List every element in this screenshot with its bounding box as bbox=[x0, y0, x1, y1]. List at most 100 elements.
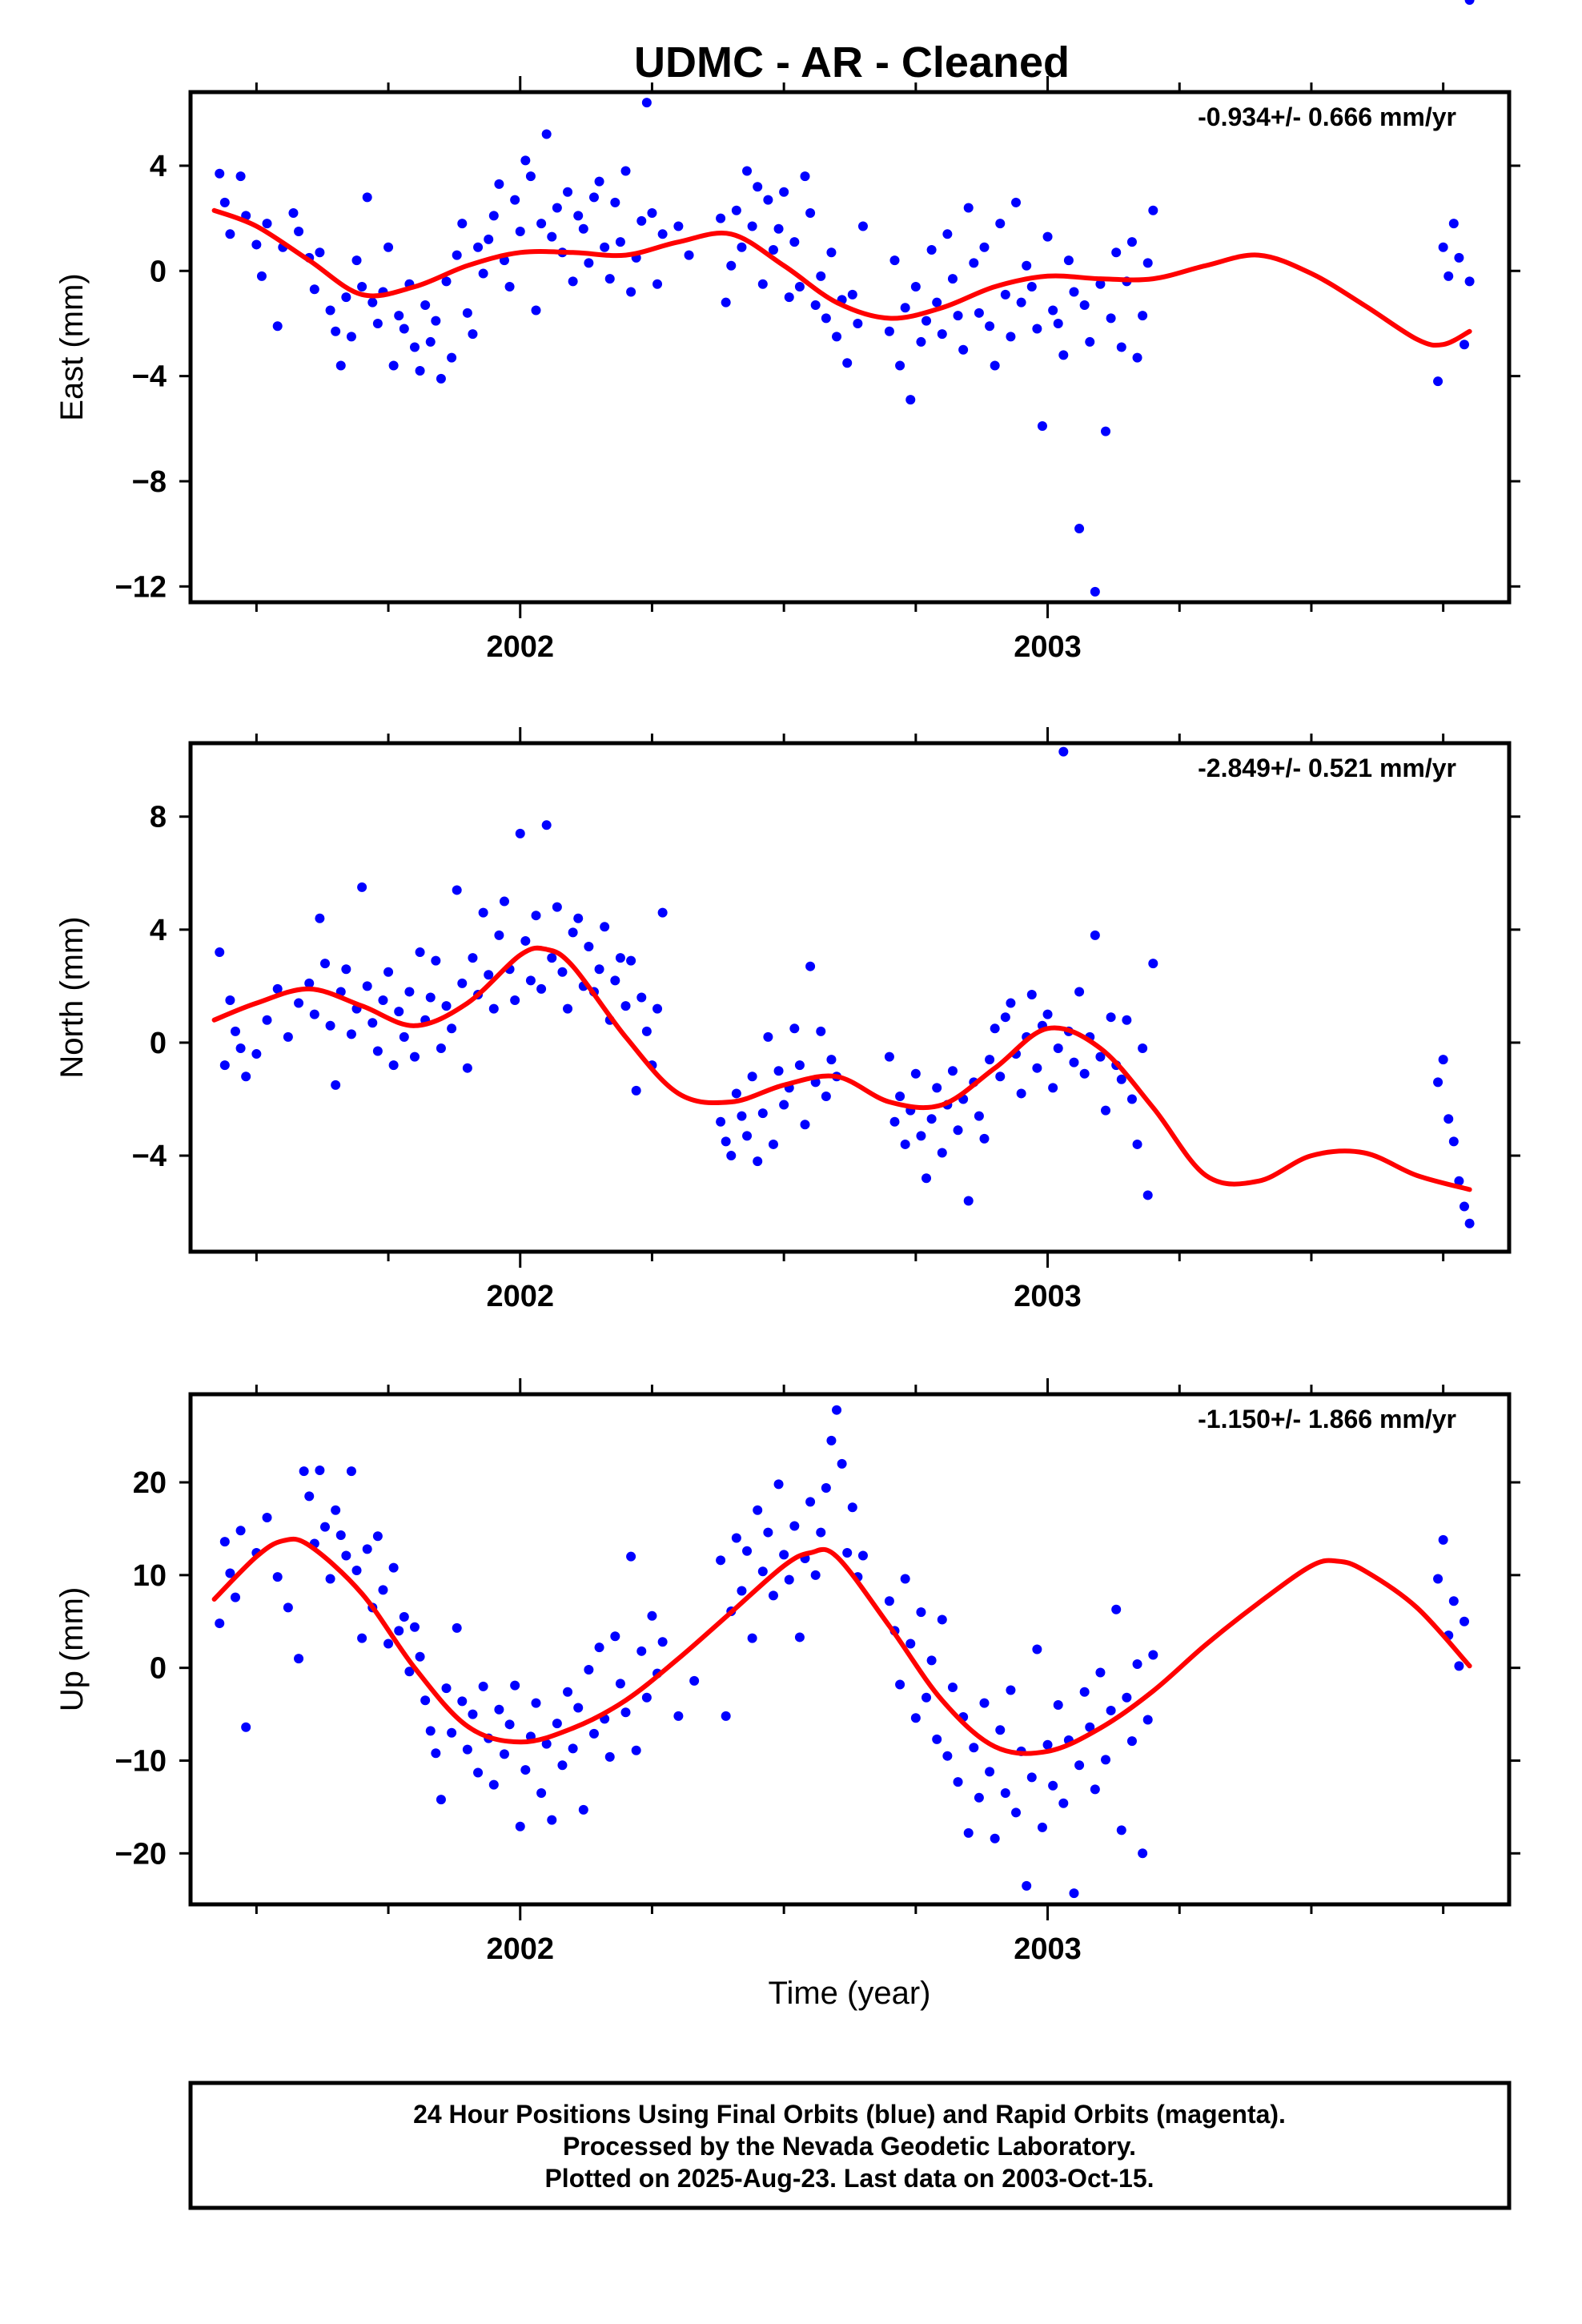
data-point bbox=[452, 250, 462, 260]
data-point bbox=[547, 1815, 557, 1825]
data-point bbox=[947, 1682, 958, 1692]
data-point bbox=[731, 1533, 741, 1543]
footer-line-1: 24 Hour Positions Using Final Orbits (bl… bbox=[413, 2100, 1286, 2129]
data-point bbox=[847, 289, 857, 300]
data-point bbox=[641, 1026, 652, 1036]
data-point bbox=[420, 1695, 431, 1706]
data-point bbox=[716, 1555, 726, 1566]
data-point bbox=[1438, 1534, 1448, 1545]
data-point bbox=[990, 360, 1000, 371]
data-point bbox=[937, 1148, 947, 1158]
data-point bbox=[515, 1821, 525, 1831]
data-point bbox=[552, 902, 562, 912]
data-point bbox=[742, 1546, 753, 1556]
data-point bbox=[615, 1679, 625, 1689]
data-point bbox=[895, 360, 905, 371]
data-point bbox=[1079, 1068, 1090, 1079]
data-point bbox=[921, 316, 932, 326]
data-point bbox=[821, 1091, 831, 1101]
data-point bbox=[689, 1675, 700, 1686]
data-point bbox=[641, 98, 652, 108]
data-point bbox=[610, 1631, 620, 1642]
data-point bbox=[721, 1711, 731, 1721]
data-point bbox=[1443, 1114, 1454, 1124]
data-point bbox=[942, 229, 953, 239]
data-point bbox=[404, 1667, 415, 1677]
data-point bbox=[288, 208, 299, 219]
data-point bbox=[884, 1596, 894, 1606]
data-point bbox=[1079, 1687, 1090, 1697]
data-point bbox=[900, 1139, 910, 1149]
y-tick-label: 10 bbox=[133, 1559, 167, 1593]
data-point bbox=[742, 166, 753, 176]
data-point bbox=[789, 1023, 800, 1034]
data-point bbox=[415, 947, 425, 958]
y-tick-label: −12 bbox=[115, 570, 167, 604]
data-point bbox=[947, 1066, 958, 1076]
data-point bbox=[737, 242, 747, 252]
y-tick-label: 8 bbox=[150, 801, 167, 834]
data-point bbox=[763, 195, 773, 205]
data-point bbox=[309, 1009, 319, 1019]
data-point bbox=[494, 930, 504, 940]
data-point bbox=[779, 187, 789, 197]
data-point bbox=[283, 1031, 293, 1042]
data-point bbox=[963, 203, 974, 213]
data-point bbox=[921, 1692, 932, 1703]
data-point bbox=[215, 168, 225, 179]
data-point bbox=[525, 171, 536, 182]
data-point bbox=[1074, 1760, 1085, 1771]
data-point bbox=[351, 255, 362, 266]
data-point bbox=[383, 967, 394, 977]
data-point bbox=[1433, 376, 1443, 387]
data-point bbox=[462, 1744, 472, 1755]
data-point bbox=[531, 911, 541, 921]
data-point bbox=[283, 1602, 293, 1613]
data-point bbox=[926, 1655, 937, 1666]
plot-frame bbox=[188, 1392, 1512, 1907]
data-point bbox=[1116, 1825, 1126, 1835]
data-point bbox=[425, 1726, 436, 1736]
data-point bbox=[1032, 324, 1042, 334]
data-point bbox=[1042, 1009, 1053, 1019]
y-tick-label: −10 bbox=[115, 1744, 167, 1778]
data-point bbox=[452, 1622, 462, 1633]
data-point bbox=[853, 318, 863, 328]
data-point bbox=[753, 1156, 763, 1167]
data-point bbox=[383, 1638, 394, 1649]
data-point bbox=[431, 955, 441, 966]
data-point bbox=[974, 1111, 984, 1121]
data-point bbox=[367, 1018, 378, 1028]
data-point bbox=[235, 1526, 246, 1536]
data-point bbox=[1433, 1574, 1443, 1584]
data-point bbox=[969, 258, 979, 268]
data-point bbox=[1069, 287, 1079, 297]
data-point bbox=[230, 1026, 240, 1036]
data-point bbox=[594, 176, 604, 187]
data-point bbox=[478, 907, 488, 918]
data-point bbox=[757, 279, 768, 289]
data-point bbox=[615, 953, 625, 963]
data-point bbox=[995, 1725, 1006, 1735]
data-point bbox=[1101, 1755, 1111, 1765]
data-point bbox=[515, 828, 525, 838]
y-tick-label: −4 bbox=[132, 1140, 167, 1173]
data-point bbox=[837, 1458, 847, 1469]
data-point bbox=[673, 221, 684, 231]
data-point bbox=[588, 192, 599, 203]
data-point bbox=[494, 179, 504, 189]
data-point bbox=[768, 1590, 778, 1601]
data-point bbox=[1116, 342, 1126, 352]
data-point bbox=[362, 192, 372, 203]
data-point bbox=[1126, 1736, 1137, 1747]
data-point bbox=[1074, 524, 1085, 534]
data-point bbox=[436, 373, 446, 384]
data-point bbox=[488, 211, 499, 221]
footer-line-2: Processed by the Nevada Geodetic Laborat… bbox=[563, 2132, 1136, 2161]
rate-label: -2.849+/- 0.521 mm/yr bbox=[1198, 754, 1456, 782]
data-point bbox=[425, 336, 436, 347]
data-point bbox=[1433, 1077, 1443, 1088]
data-point bbox=[399, 1611, 409, 1622]
data-point bbox=[372, 318, 383, 328]
data-point bbox=[1037, 421, 1047, 432]
